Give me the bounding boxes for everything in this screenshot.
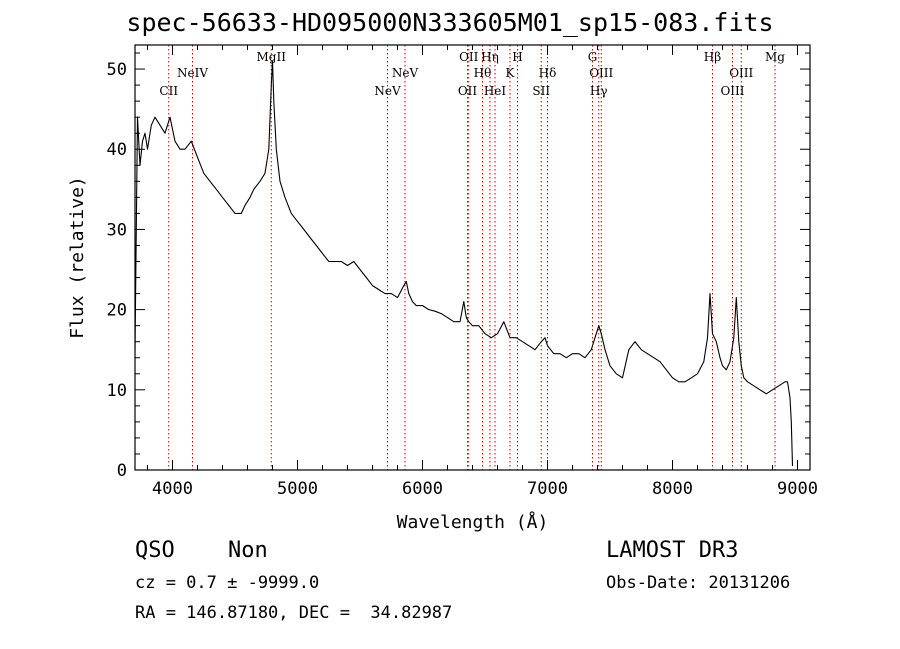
survey-name: LAMOST DR3 xyxy=(606,538,739,563)
y-tick-label: 10 xyxy=(107,381,127,401)
line-label: H xyxy=(512,50,522,64)
line-label: G xyxy=(588,50,598,64)
y-tick-label: 0 xyxy=(117,461,127,481)
line-label: HeI xyxy=(484,84,507,98)
y-tick-label: 50 xyxy=(107,60,127,80)
line-label: CII xyxy=(159,84,178,98)
line-label: Mg xyxy=(765,50,785,64)
chart-title: spec-56633-HD095000N333605M01_sp15-083.f… xyxy=(126,8,774,37)
line-label: Hθ xyxy=(474,66,492,80)
redshift-cz: cz = 0.7 ± -9999.0 xyxy=(135,573,320,593)
y-tick-label: 40 xyxy=(107,140,127,160)
line-label: SII xyxy=(532,84,550,98)
line-label: OII xyxy=(458,84,478,98)
y-axis-label: Flux (relative) xyxy=(67,176,88,339)
observation-date: Obs-Date: 20131206 xyxy=(606,573,791,593)
line-label: NeV xyxy=(374,84,401,98)
line-label: OIII xyxy=(729,66,753,80)
plot-frame xyxy=(134,44,811,471)
line-label: Hδ xyxy=(539,66,557,80)
line-label: NeIV xyxy=(177,66,208,80)
object-subclass: Non xyxy=(228,538,268,563)
line-label: Hγ xyxy=(590,84,608,98)
x-tick-label: 9000 xyxy=(777,479,818,499)
line-label: OII xyxy=(459,50,479,64)
x-axis: 4000 5000 6000 7000 8000 9000 xyxy=(147,45,818,499)
x-axis-label: Wavelength (Å) xyxy=(397,511,549,533)
x-tick-label: 7000 xyxy=(527,479,568,499)
emission-line-markers: CII NeIV MgII NeV NeV OII OII Hθ Hη HeI KH Hδ SII G OI… xyxy=(159,45,785,470)
y-tick-label: 30 xyxy=(107,220,127,240)
line-label: OIII xyxy=(720,84,744,98)
x-tick-label: 8000 xyxy=(652,479,693,499)
line-label: NeV xyxy=(392,66,419,80)
y-axis: 0 10 20 30 40 50 xyxy=(107,52,810,481)
y-tick-label: 20 xyxy=(107,301,127,321)
spectrum-line xyxy=(134,60,794,467)
line-label: OIII xyxy=(589,66,613,80)
line-label: Hβ xyxy=(704,50,721,64)
x-tick-label: 6000 xyxy=(402,479,443,499)
object-class: QSO xyxy=(135,538,175,563)
line-label: MgII xyxy=(257,50,287,64)
coordinates-ra-dec: RA = 146.87180, DEC = 34.82987 xyxy=(135,603,453,623)
x-tick-label: 4000 xyxy=(152,479,193,499)
line-label: K xyxy=(506,66,516,80)
spectrum-layer xyxy=(134,60,794,467)
x-tick-label: 5000 xyxy=(277,479,318,499)
line-label: Hη xyxy=(481,50,499,64)
